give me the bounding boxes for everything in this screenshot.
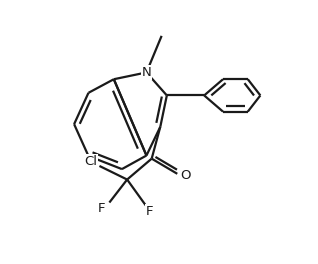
Text: O: O [180, 169, 190, 182]
Text: Cl: Cl [84, 155, 97, 168]
Text: N: N [142, 66, 151, 79]
Text: F: F [97, 202, 105, 215]
Text: F: F [145, 205, 153, 218]
